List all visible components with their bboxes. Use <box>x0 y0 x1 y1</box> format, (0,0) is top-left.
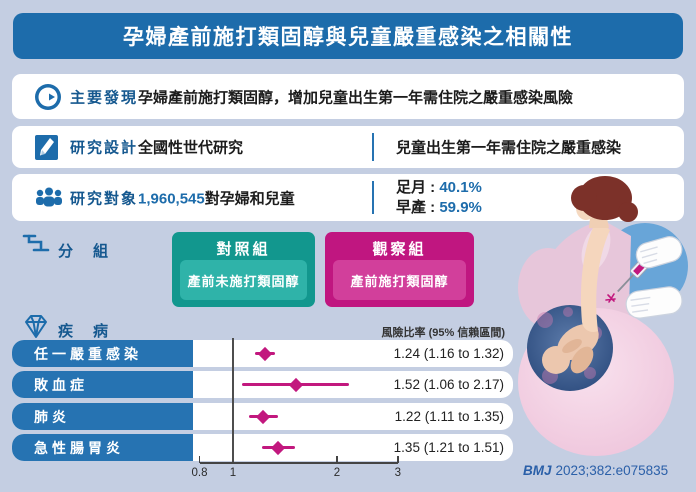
observation-group-description: 產前施打類固醇 <box>333 260 466 300</box>
x-axis <box>199 462 398 464</box>
study-design-card: 研究設計 全國性世代研究 兒童出生第一年需住院之嚴重感染 <box>12 126 684 168</box>
disease-name: 肺炎 <box>12 403 193 430</box>
participants-card: 研究對象 1,960,545對孕婦和兒童 足月 : 40.1% 早產 : 59.… <box>12 174 684 221</box>
preterm-row: 早產 : 59.9% <box>396 199 482 216</box>
participants-count-line: 1,960,545對孕婦和兒童 <box>138 187 295 208</box>
study-design-type: 全國性世代研究 <box>138 139 244 157</box>
disease-name: 敗血症 <box>12 371 193 398</box>
key-findings-card: 主要發現 孕婦產前施打類固醇，增加兒童出生第一年需住院之嚴重感染風險 <box>12 74 684 119</box>
x-axis-tick-label: 1 <box>229 467 237 479</box>
observation-group-title: 觀察組 <box>372 241 427 258</box>
column-divider <box>372 133 374 161</box>
gloved-hand-top <box>635 236 683 269</box>
preterm-label: 早產 : <box>396 198 440 216</box>
hair <box>571 176 638 222</box>
forest-column-header: 風險比率 (95% 信賴區間) <box>381 327 505 339</box>
disease-name: 任一嚴重感染 <box>12 340 193 367</box>
journal-name: BMJ <box>523 463 552 478</box>
participants-count-suffix: 對孕婦和兒童 <box>204 190 295 207</box>
full-term-value: 40.1% <box>439 178 482 196</box>
forest-row: 任一嚴重感染 1.24 (1.16 to 1.32) <box>12 340 513 367</box>
disease-section-label: 疾病 <box>58 323 129 340</box>
page-title: 孕婦產前施打類固醇與兒童嚴重感染之相關性 <box>123 26 573 49</box>
control-group-title: 對照組 <box>216 241 271 258</box>
control-group-description: 產前未施打類固醇 <box>180 260 307 300</box>
study-design-outcome: 兒童出生第一年需住院之嚴重感染 <box>396 139 622 157</box>
key-findings-label: 主要發現 <box>70 89 139 106</box>
hazard-ratio-value: 1.35 (1.21 to 1.51) <box>393 440 504 455</box>
arm <box>580 220 610 332</box>
groups-label: 分組 <box>58 243 129 260</box>
reference-line <box>232 338 234 464</box>
term-stats: 足月 : 40.1% 早產 : 59.9% <box>396 178 482 218</box>
column-divider <box>372 181 374 214</box>
pencil-icon <box>34 133 62 161</box>
x-axis-tick <box>198 456 201 463</box>
preterm-value: 59.9% <box>439 198 482 216</box>
hazard-ratio-value: 1.24 (1.16 to 1.32) <box>393 346 504 361</box>
people-group-icon <box>34 184 62 212</box>
x-axis-tick <box>336 456 338 463</box>
disease-name: 急性腸胃炎 <box>12 434 193 461</box>
gem-icon <box>20 312 52 345</box>
participants-label: 研究對象 <box>70 190 139 207</box>
participants-count: 1,960,545 <box>138 190 205 207</box>
injection-splash <box>605 293 616 303</box>
hazard-ratio-value: 1.52 (1.06 to 2.17) <box>393 377 504 392</box>
gloved-hand-bottom <box>625 286 683 319</box>
citation-reference: 2023;382:e075835 <box>555 463 669 478</box>
x-axis-tick <box>397 456 399 463</box>
title-bar: 孕婦產前施打類固醇與兒童嚴重感染之相關性 <box>13 13 683 59</box>
full-term-label: 足月 : <box>396 178 440 196</box>
full-term-row: 足月 : 40.1% <box>396 179 482 196</box>
x-axis-tick-label: 2 <box>333 467 341 479</box>
hazard-ratio-value: 1.22 (1.11 to 1.35) <box>394 409 504 424</box>
arrow-circle-icon <box>34 83 62 111</box>
key-findings-text: 孕婦產前施打類固醇，增加兒童出生第一年需住院之嚴重感染風險 <box>138 89 574 106</box>
observation-group-box: 觀察組 產前施打類固醇 <box>325 232 474 307</box>
study-design-label: 研究設計 <box>70 139 139 157</box>
x-axis-tick-label: 3 <box>394 467 402 479</box>
citation: BMJ 2023;382:e075835 <box>523 463 668 478</box>
pregnant-woman-injection-illustration <box>518 176 688 456</box>
fetus <box>542 323 599 374</box>
control-group-box: 對照組 產前未施打類固醇 <box>172 232 315 307</box>
x-axis-tick-label: 0.8 <box>191 467 208 479</box>
branch-split-icon <box>20 232 50 265</box>
